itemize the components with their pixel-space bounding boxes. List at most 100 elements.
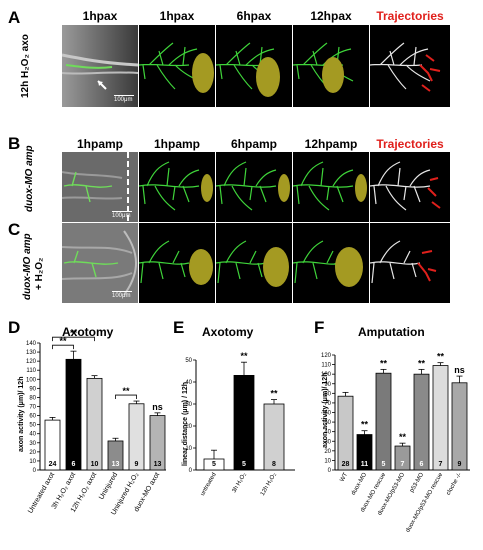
chart-E-sig-1: ** xyxy=(270,389,278,399)
chart-F-bar-5 xyxy=(432,365,449,471)
chart-D-sig-1: ** xyxy=(70,328,78,338)
chart-D-category-3: Uninjured xyxy=(98,471,119,501)
chart-D-ytick-label-3: 30 xyxy=(29,441,36,447)
col-head-a5: Trajectories xyxy=(376,9,444,23)
chart-D-sig-bracket-0 xyxy=(52,344,74,350)
chart-D-ytick-label-14: 140 xyxy=(26,341,37,347)
scale-bar-c: 100μm xyxy=(112,291,132,299)
chart-E-ytick-label-0: 0 xyxy=(189,468,193,474)
chart-F-ytick-label-7: 70 xyxy=(324,401,331,407)
col-head-a3: 6hpax xyxy=(236,9,272,23)
scale-bar-a: 100μm xyxy=(114,95,134,103)
chart-D-bar-1 xyxy=(65,358,82,471)
chart-F-bar-6 xyxy=(451,382,468,471)
trajectories-c xyxy=(370,223,450,303)
micrograph-c-brightfield: 100μm xyxy=(62,223,138,303)
chart-F-ytick-label-3: 30 xyxy=(324,439,331,445)
panel-letter-c: C xyxy=(8,220,21,239)
chart-D-ytick-label-9: 90 xyxy=(29,386,36,392)
chart-E-bar-1 xyxy=(233,374,255,471)
chart-e-title: Axotomy xyxy=(202,325,254,339)
chart-F-n-4: 6 xyxy=(420,461,424,468)
chart-D-ytick-label-2: 20 xyxy=(29,450,36,456)
chart-E-ytick-label-4: 40 xyxy=(185,380,192,386)
chart-D-sig-3: ns xyxy=(152,402,163,412)
chart-E-ytick-label-2: 20 xyxy=(185,424,192,430)
chart-D-ytick-label-10: 100 xyxy=(26,377,37,383)
micrograph-b-1 xyxy=(139,152,215,222)
chart-F-bar-4 xyxy=(413,373,430,471)
chart-D-n-2: 10 xyxy=(91,461,99,468)
panel-letter-f: F xyxy=(314,318,325,337)
micrograph-a-3 xyxy=(293,25,369,107)
chart-F-sig-0: ** xyxy=(361,420,369,430)
chart-E-ytick-label-3: 30 xyxy=(185,402,192,408)
chart-D-ytick-label-8: 80 xyxy=(29,395,36,401)
chart-D-sig-bracket-2 xyxy=(115,394,137,400)
chart-d-title: Axotomy xyxy=(62,325,114,339)
chart-F-ytick-label-4: 40 xyxy=(324,430,331,436)
panel-letter-b: B xyxy=(8,134,21,153)
micrograph-c-3 xyxy=(293,223,369,303)
micrograph-a-1 xyxy=(139,25,215,107)
chart-F-sig-1: ** xyxy=(380,358,388,368)
chart-E-sig-0: ** xyxy=(240,351,248,361)
micrograph-c-1 xyxy=(139,223,215,303)
chart-F-category-5: duox-MO/p53-MO rescue xyxy=(405,471,444,533)
chart-F-ytick-label-8: 80 xyxy=(324,391,331,397)
micrograph-a-brightfield: 100μm xyxy=(62,25,138,107)
trajectories-b xyxy=(370,152,450,222)
chart-D-sig-2: ** xyxy=(122,386,130,396)
chart-D-sig-bracket-1 xyxy=(52,336,95,342)
chart-F-sig-4: ** xyxy=(437,352,445,362)
chart-F-sig-3: ** xyxy=(418,358,426,368)
chart-D-n-3: 13 xyxy=(112,461,120,468)
chart-F-bar-0 xyxy=(337,395,354,471)
col-head-a2: 1hpax xyxy=(159,9,195,23)
col-head-b1: 1hpamp xyxy=(76,137,123,151)
chart-D-ytick-label-1: 10 xyxy=(29,459,36,465)
chart-D-n-1: 6 xyxy=(72,461,76,468)
panel-letter-e: E xyxy=(173,318,185,337)
chart-E-category-0: untreated xyxy=(200,472,218,497)
micrograph-a-2 xyxy=(216,25,292,107)
col-head-b3: 6hpamp xyxy=(230,137,277,151)
scale-bar-b: 100μm xyxy=(112,211,132,219)
chart-E-category-2: 12h H₂O₂ xyxy=(260,471,278,497)
chart-D-ytick-label-12: 120 xyxy=(26,359,37,365)
chart-E-category-1: 3h H₂O₂ xyxy=(232,471,249,494)
chart-F-category-0: WT xyxy=(339,472,349,483)
chart-F-ytick-label-9: 90 xyxy=(324,382,331,388)
chart-F-n-5: 7 xyxy=(439,461,443,468)
micrograph-b-brightfield: 100μm xyxy=(62,152,138,222)
chart-F-ytick-label-2: 20 xyxy=(324,449,331,455)
chart-F-ytick-label-10: 100 xyxy=(321,372,332,378)
col-head-b2: 1hpamp xyxy=(153,137,200,151)
chart-F-sig-5: ns xyxy=(454,365,465,375)
micrograph-b-3 xyxy=(293,152,369,222)
col-head-a1: 1hpax xyxy=(82,9,118,23)
micrograph-b-2 xyxy=(216,152,292,222)
chart-f-title: Amputation xyxy=(358,325,425,339)
chart-F-ytick-label-5: 50 xyxy=(324,420,331,426)
chart-D-n-5: 13 xyxy=(154,461,162,468)
chart-E-n-0: 5 xyxy=(212,461,216,468)
chart-D-bar-2 xyxy=(86,377,103,471)
chart-D-ytick-label-0: 0 xyxy=(33,468,37,474)
chart-D-ytick-label-11: 110 xyxy=(26,368,36,374)
chart-F-n-1: 11 xyxy=(361,461,369,468)
chart-D-n-0: 24 xyxy=(49,461,57,468)
chart-E-ytick-label-1: 10 xyxy=(185,446,192,452)
chart-F-sig-2: ** xyxy=(399,432,407,442)
chart-F-category-4: p53-MO xyxy=(409,472,425,494)
col-head-b4: 12hpamp xyxy=(304,137,358,151)
chart-F-n-3: 7 xyxy=(401,461,405,468)
chart-F-category-1: duox-MO xyxy=(351,472,369,497)
chart-D-ytick-label-7: 70 xyxy=(29,405,36,411)
chart-D-ytick-label-5: 50 xyxy=(29,423,36,429)
chart-D-n-4: 9 xyxy=(135,461,139,468)
panel-letter-d: D xyxy=(8,318,21,337)
col-head-b5: Trajectories xyxy=(376,137,444,151)
col-head-a4: 12hpax xyxy=(310,9,352,23)
